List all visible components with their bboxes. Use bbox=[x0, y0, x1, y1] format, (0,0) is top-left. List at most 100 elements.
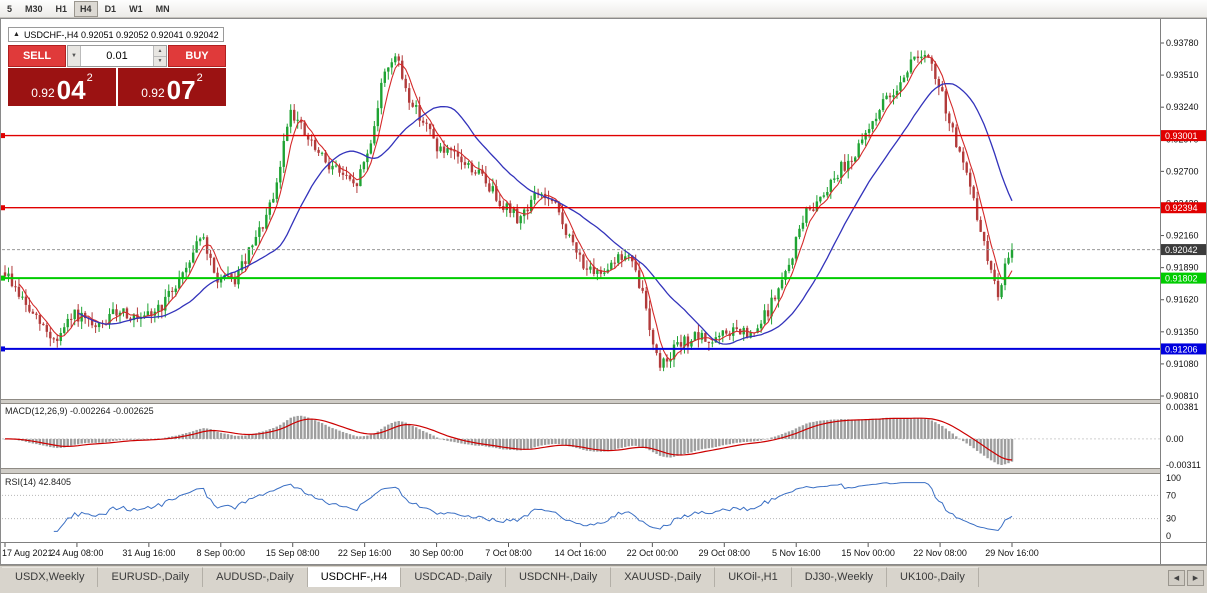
time-tick-label: 30 Sep 00:00 bbox=[410, 548, 464, 558]
horizontal-line-0.92394[interactable] bbox=[0, 205, 1160, 211]
volume-increase-button[interactable]: ▲ bbox=[154, 46, 166, 57]
price-label-0.93001: 0.93001 bbox=[1161, 130, 1207, 142]
line-handle-icon[interactable] bbox=[0, 346, 5, 352]
ma-slow-line bbox=[77, 82, 1013, 345]
macd-axis-label: 0.00381 bbox=[1166, 402, 1199, 412]
panel-separator[interactable] bbox=[0, 399, 1207, 404]
time-tick-label: 5 Nov 16:00 bbox=[772, 548, 821, 558]
horizontal-line-0.91802[interactable] bbox=[0, 275, 1160, 281]
svg-text:0.93001: 0.93001 bbox=[1165, 131, 1198, 141]
svg-text:0.91802: 0.91802 bbox=[1165, 274, 1198, 284]
price-tick-label: 0.91620 bbox=[1166, 295, 1199, 305]
symbol-quote-text: USDCHF-,H4 0.92051 0.92052 0.92041 0.920… bbox=[23, 29, 219, 40]
time-tick-label: 29 Oct 08:00 bbox=[699, 548, 751, 558]
price-label-0.91802: 0.91802 bbox=[1161, 272, 1207, 284]
tab-scroll-controls: ◀ ▶ bbox=[1168, 570, 1204, 586]
price-tick-label: 0.92160 bbox=[1166, 231, 1199, 241]
price-label-0.92394: 0.92394 bbox=[1161, 202, 1207, 214]
line-handle-icon[interactable] bbox=[0, 275, 5, 281]
price-tick-label: 0.93240 bbox=[1166, 102, 1199, 112]
svg-text:0.92042: 0.92042 bbox=[1165, 245, 1198, 255]
chart-tab-usdchf-h4[interactable]: USDCHF-,H4 bbox=[307, 567, 402, 587]
rsi-panel bbox=[2, 482, 1160, 532]
timeframe-button-w1[interactable]: W1 bbox=[123, 1, 149, 17]
buy-price-prefix: 0.92 bbox=[141, 86, 165, 100]
timeframe-button-5[interactable]: 5 bbox=[1, 1, 18, 17]
buy-price-display[interactable]: 0.92 07 2 bbox=[118, 68, 226, 106]
price-tick-label: 0.92700 bbox=[1166, 166, 1199, 176]
macd-axis-label: 0.00 bbox=[1166, 434, 1184, 444]
candlesticks[interactable] bbox=[3, 50, 1014, 372]
volume-input[interactable] bbox=[81, 46, 153, 66]
buy-price-pips: 07 bbox=[166, 75, 196, 105]
buy-button[interactable]: BUY bbox=[168, 45, 226, 67]
time-tick-label: 17 Aug 2021 bbox=[2, 548, 53, 558]
timeframe-button-mn[interactable]: MN bbox=[150, 1, 176, 17]
horizontal-line-0.93001[interactable] bbox=[0, 133, 1160, 139]
sell-price-prefix: 0.92 bbox=[31, 86, 55, 100]
ma-fast-line bbox=[18, 56, 1013, 361]
time-tick-label: 31 Aug 16:00 bbox=[122, 548, 175, 558]
chart-tab-usdcnh-daily[interactable]: USDCNH-,Daily bbox=[505, 567, 612, 587]
volume-field: ▼ ▲ ▼ bbox=[67, 45, 167, 67]
tab-scroll-left-icon[interactable]: ◀ bbox=[1168, 570, 1185, 586]
chart-tab-dj30-weekly[interactable]: DJ30-,Weekly bbox=[791, 567, 888, 587]
price-tick-label: 0.91080 bbox=[1166, 359, 1199, 369]
chart-tab-usdcad-daily[interactable]: USDCAD-,Daily bbox=[401, 567, 506, 587]
time-tick-label: 15 Sep 08:00 bbox=[266, 548, 320, 558]
tab-scroll-right-icon[interactable]: ▶ bbox=[1187, 570, 1204, 586]
timeframe-button-h1[interactable]: H1 bbox=[50, 1, 74, 17]
chart-tab-eurusd-daily[interactable]: EURUSD-,Daily bbox=[98, 567, 204, 587]
chart-canvas[interactable]: 0.937800.935100.932400.929700.927000.924… bbox=[0, 18, 1207, 565]
symbol-info-box: ▲ USDCHF-,H4 0.92051 0.92052 0.92041 0.9… bbox=[8, 27, 224, 42]
timeframe-button-h4[interactable]: H4 bbox=[74, 0, 98, 17]
chart-tab-ukoil-h1[interactable]: UKOil-,H1 bbox=[715, 567, 792, 587]
line-handle-icon[interactable] bbox=[0, 133, 5, 139]
rsi-axis-label: 30 bbox=[1166, 514, 1176, 524]
price-tick-label: 0.91890 bbox=[1166, 263, 1199, 273]
time-tick-label: 22 Nov 08:00 bbox=[913, 548, 967, 558]
panel-separator[interactable] bbox=[0, 468, 1207, 474]
time-tick-label: 22 Sep 16:00 bbox=[338, 548, 392, 558]
horizontal-line-0.91206[interactable] bbox=[0, 346, 1160, 352]
trade-controls-row: SELL ▼ ▲ ▼ BUY bbox=[8, 45, 226, 67]
price-label-0.92042: 0.92042 bbox=[1161, 244, 1207, 256]
macd-indicator-label: MACD(12,26,9) -0.002264 -0.002625 bbox=[5, 406, 154, 416]
volume-decrease-button[interactable]: ▼ bbox=[154, 56, 166, 66]
rsi-axis-label: 0 bbox=[1166, 531, 1171, 541]
rsi-indicator-label: RSI(14) 42.8405 bbox=[5, 477, 72, 487]
price-scale[interactable]: 0.937800.935100.932400.929700.927000.924… bbox=[1160, 18, 1207, 565]
rsi-line bbox=[53, 482, 1013, 532]
chart-area: 0.937800.935100.932400.929700.927000.924… bbox=[0, 18, 1207, 565]
sell-price-display[interactable]: 0.92 04 2 bbox=[8, 68, 116, 106]
sell-price-point: 2 bbox=[86, 72, 93, 84]
time-tick-label: 8 Sep 00:00 bbox=[197, 548, 246, 558]
chart-tab-usdx-weekly[interactable]: USDX,Weekly bbox=[2, 567, 99, 587]
chart-tab-xauusd-daily[interactable]: XAUUSD-,Daily bbox=[611, 567, 716, 587]
macd-axis-label: -0.00311 bbox=[1166, 460, 1201, 470]
chart-tab-uk100-daily[interactable]: UK100-,Daily bbox=[887, 567, 979, 587]
timeframe-button-m30[interactable]: M30 bbox=[19, 1, 49, 17]
price-label-0.91206: 0.91206 bbox=[1161, 343, 1207, 355]
price-tick-label: 0.91350 bbox=[1166, 327, 1199, 337]
buy-price-point: 2 bbox=[196, 72, 203, 84]
timeframe-button-d1[interactable]: D1 bbox=[99, 1, 123, 17]
time-tick-label: 15 Nov 00:00 bbox=[841, 548, 895, 558]
sell-price-pips: 04 bbox=[56, 75, 86, 105]
trade-price-row: 0.92 04 2 0.92 07 2 bbox=[8, 68, 226, 106]
macd-signal-line bbox=[5, 417, 1013, 461]
line-handle-icon[interactable] bbox=[0, 205, 5, 211]
price-tick-label: 0.90810 bbox=[1166, 391, 1199, 401]
collapse-arrow-icon[interactable]: ▲ bbox=[13, 31, 20, 38]
svg-text:0.91206: 0.91206 bbox=[1165, 344, 1198, 354]
macd-panel bbox=[2, 415, 1160, 465]
time-tick-label: 7 Oct 08:00 bbox=[485, 548, 532, 558]
rsi-axis-label: 100 bbox=[1166, 473, 1181, 483]
chart-tab-audusd-daily[interactable]: AUDUSD-,Daily bbox=[203, 567, 308, 587]
sell-button[interactable]: SELL bbox=[8, 45, 66, 67]
chart-tab-bar: USDX,Weekly EURUSD-,Daily AUDUSD-,Daily USD… bbox=[0, 565, 1207, 593]
volume-dropdown-icon[interactable]: ▼ bbox=[68, 46, 81, 66]
svg-text:0.92394: 0.92394 bbox=[1165, 203, 1198, 213]
